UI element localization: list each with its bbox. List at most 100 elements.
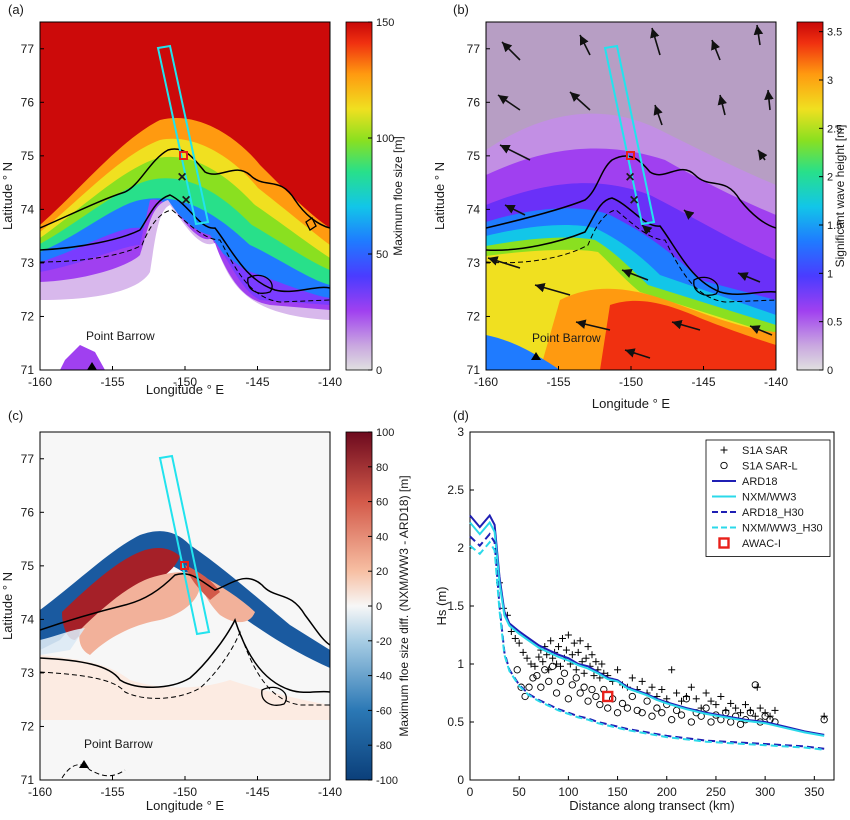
x-tick-label: 150 xyxy=(608,785,628,799)
data-point xyxy=(580,669,588,677)
legend-swatch xyxy=(720,446,728,454)
data-point xyxy=(556,677,565,686)
data-point xyxy=(746,709,755,717)
legend-label: S1A SAR-L xyxy=(742,461,798,473)
x-tick-label: -160 xyxy=(474,375,498,389)
data-point xyxy=(737,709,745,717)
data-point xyxy=(547,637,555,645)
map-c-field xyxy=(40,432,330,780)
arrow-icon xyxy=(711,39,721,61)
x-tick-label: 350 xyxy=(804,785,824,799)
panel-tag: (a) xyxy=(8,2,24,17)
data-point xyxy=(618,699,627,708)
point-barrow-marker xyxy=(87,362,97,370)
legend-box xyxy=(705,439,831,557)
legend-swatch xyxy=(718,537,730,549)
data-point xyxy=(507,628,515,636)
y-tick-label: 75 xyxy=(21,559,35,573)
legend-swatch xyxy=(720,461,728,470)
data-point xyxy=(697,704,705,712)
y-tick-label: 72 xyxy=(21,719,35,733)
place-label: Point Barrow xyxy=(86,329,155,343)
y-tick-label: 72 xyxy=(21,309,35,323)
colorbar-label: Significant wave height [m] xyxy=(833,125,847,268)
colorbar-tick-label: 3.5 xyxy=(827,27,842,39)
colorbar-c-ticks: -100 -80 -60 -40 -20 0 20 40 60 80 100 xyxy=(368,427,398,787)
data-point xyxy=(712,701,720,709)
data-point xyxy=(633,706,641,715)
awac-marker xyxy=(179,151,188,160)
data-point xyxy=(515,639,523,647)
magenta-cross-marker: × xyxy=(177,169,186,186)
legend-label: NXM/WW3 xyxy=(742,492,796,504)
y-tick-label: 71 xyxy=(21,773,35,787)
x-tick-label: -150 xyxy=(619,375,643,389)
map-b-contours xyxy=(486,155,776,303)
data-point xyxy=(588,685,596,694)
x-tick-label: -145 xyxy=(245,375,269,389)
data-point xyxy=(525,683,533,691)
arrow-icon xyxy=(753,24,764,46)
data-point xyxy=(592,658,600,666)
transect-box xyxy=(603,44,656,226)
colorbar-tick-label: 1.5 xyxy=(827,220,842,232)
data-point xyxy=(628,692,636,701)
y-tick-label: 74 xyxy=(21,202,35,216)
arrow-icon xyxy=(757,149,768,161)
y-tick-label: 0.5 xyxy=(447,715,464,729)
data-point xyxy=(552,689,561,697)
data-point xyxy=(555,643,563,651)
series-line xyxy=(469,520,825,737)
arrow-icon xyxy=(717,94,727,116)
y-tick-label: 75 xyxy=(467,149,481,163)
data-point xyxy=(687,718,696,726)
y-tick-label: 1 xyxy=(457,657,464,671)
transect-box xyxy=(156,44,210,226)
data-point xyxy=(628,674,636,682)
data-point xyxy=(519,648,527,656)
data-point xyxy=(568,651,576,659)
point-barrow-marker xyxy=(531,352,541,360)
data-point xyxy=(658,686,666,694)
arrow-icon xyxy=(737,272,761,283)
x-axis-b: -160 -155 -150 -145 -140 xyxy=(474,366,788,389)
y-tick-label: 71 xyxy=(467,363,481,377)
data-point xyxy=(682,695,691,703)
x-tick-label: -140 xyxy=(318,785,342,799)
data-point xyxy=(648,712,656,720)
x-axis-label: Longitude ° E xyxy=(592,396,671,411)
arrow-icon xyxy=(624,348,651,359)
place-label: Point Barrow xyxy=(84,737,153,751)
data-point xyxy=(564,631,572,639)
map-a-contours xyxy=(40,148,330,303)
colorbar-label: Maximum floe size [m] xyxy=(391,136,405,255)
data-point xyxy=(702,704,710,712)
arrow-icon xyxy=(671,320,701,331)
legend-label: ARD18 xyxy=(742,476,777,488)
data-point xyxy=(574,648,582,656)
data-point xyxy=(732,704,740,712)
data-point xyxy=(523,654,531,662)
arrow-icon xyxy=(749,325,773,336)
data-point xyxy=(592,692,600,701)
data-point xyxy=(741,701,749,709)
green-cross-marker: × xyxy=(181,192,190,209)
y-tick-label: 71 xyxy=(21,363,35,377)
y-tick-label: 76 xyxy=(21,505,35,519)
y-tick-label: 76 xyxy=(467,95,481,109)
x-tick-label: -140 xyxy=(764,375,788,389)
map-c-contours xyxy=(40,573,330,779)
y-tick-label: 76 xyxy=(21,95,35,109)
data-point xyxy=(582,654,590,662)
y-tick-label: 73 xyxy=(467,256,481,270)
data-point xyxy=(521,692,529,701)
data-point xyxy=(560,669,569,677)
y-tick-label: 75 xyxy=(21,149,35,163)
data-point xyxy=(692,695,700,703)
data-point xyxy=(596,700,604,709)
data-point xyxy=(623,704,632,712)
x-tick-label: 200 xyxy=(657,785,677,799)
data-point xyxy=(576,689,584,697)
colorbar-tick-label: 2.5 xyxy=(827,123,842,135)
